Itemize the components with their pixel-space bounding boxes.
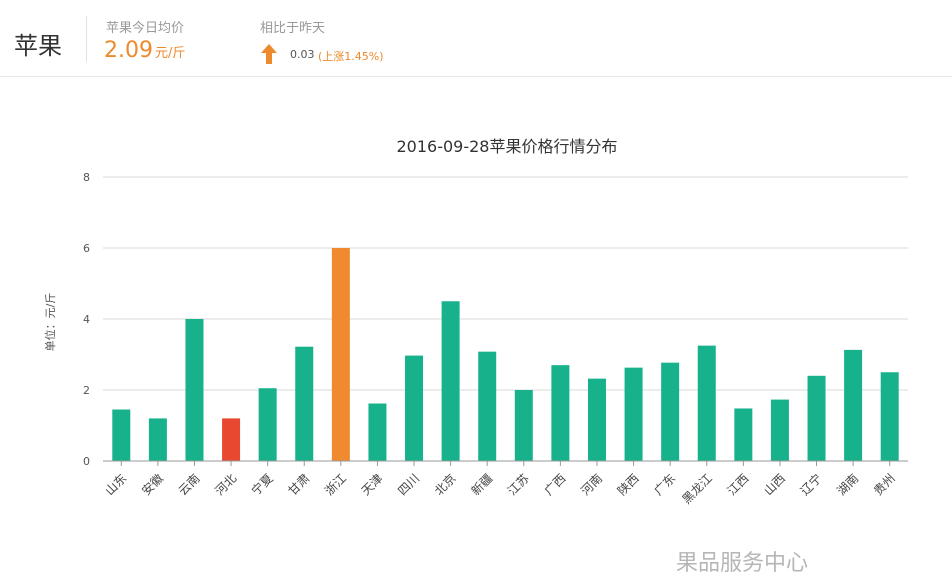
- summary-header: 苹果 苹果今日均价 2.09 元/斤 相比于昨天 0.03 (上涨1.45%): [0, 0, 952, 76]
- avg-price-unit: 元/斤: [154, 46, 186, 61]
- x-tick-label: 贵州: [871, 471, 898, 498]
- y-tick-label: 6: [83, 242, 90, 255]
- x-tick-label: 四川: [395, 471, 422, 498]
- avg-price-value: 2.09 元/斤: [104, 38, 185, 63]
- y-tick-label: 2: [83, 384, 90, 397]
- bar: [441, 301, 460, 461]
- x-tick-label: 山西: [761, 471, 788, 498]
- bar: [661, 362, 680, 461]
- x-tick-label: 河北: [212, 471, 239, 498]
- bar: [405, 355, 424, 461]
- bar-chart-svg: 0 2 4 6 8 山东 安徽 云南 河北 宁夏 甘肃 浙江 天津 四川 北京 新疆 江苏 广西 河南 陕西 广东 黑龙江…: [83, 171, 908, 507]
- x-tick-label: 黑龙江: [680, 471, 715, 506]
- bar: [734, 408, 753, 461]
- bar: [222, 418, 241, 461]
- x-tick-label: 湖南: [834, 471, 862, 499]
- bar: [587, 378, 606, 461]
- bar: [185, 319, 204, 461]
- bar: [148, 418, 167, 461]
- bar: [112, 409, 131, 461]
- arrow-up-icon: [261, 44, 277, 64]
- compare-label: 相比于昨天: [260, 21, 326, 36]
- bar: [807, 375, 826, 461]
- bar: [295, 346, 314, 461]
- x-tick-label: 山东: [103, 471, 130, 498]
- x-tick-label: 河南: [578, 471, 606, 499]
- y-tick-label: 4: [83, 313, 90, 326]
- bar: [844, 349, 863, 461]
- change-percent: (上涨1.45%): [318, 50, 384, 63]
- x-tick-label: 甘肃: [285, 471, 312, 498]
- avg-price-number: 2.09: [104, 38, 153, 63]
- bar: [368, 403, 387, 461]
- bar: [331, 248, 350, 461]
- x-tick-label: 浙江: [322, 471, 349, 498]
- fruit-name: 苹果: [14, 32, 62, 60]
- x-tick-label: 天津: [359, 471, 386, 498]
- y-tick-label: 0: [83, 455, 90, 468]
- bar: [478, 351, 497, 461]
- x-tick-label: 北京: [432, 471, 459, 498]
- watermark-text: 果品服务中心: [676, 551, 809, 576]
- bar: [697, 345, 716, 461]
- x-tick-label: 新疆: [468, 471, 496, 499]
- avg-price-label: 苹果今日均价: [106, 21, 185, 36]
- header-separator: [0, 76, 952, 77]
- x-tick-label: 陕西: [614, 471, 642, 499]
- x-tick-label: 江苏: [505, 471, 532, 498]
- header-divider: [86, 16, 87, 62]
- bar: [514, 390, 533, 461]
- price-chart: 2016-09-28苹果价格行情分布 0 2 4 6 8 山东 安徽 云南 河北 宁夏 甘肃 浙江 天津…: [0, 77, 952, 576]
- x-tick-label: 安徽: [138, 471, 166, 499]
- x-tick-label: 广东: [651, 471, 678, 498]
- bar: [551, 365, 570, 461]
- change-value: 0.03: [290, 48, 315, 61]
- bar: [880, 372, 899, 461]
- bar: [770, 399, 789, 461]
- x-tick-label: 辽宁: [797, 471, 825, 499]
- x-tick-label: 江西: [725, 471, 752, 498]
- bar: [624, 367, 643, 461]
- x-tick-label: 云南: [175, 471, 203, 499]
- x-tick-label: 广西: [542, 471, 569, 498]
- bar: [258, 388, 277, 461]
- y-tick-label: 8: [83, 171, 90, 184]
- chart-title: 2016-09-28苹果价格行情分布: [396, 137, 618, 156]
- y-axis-label: 单位：元/斤: [44, 292, 57, 352]
- x-tick-label: 宁夏: [248, 471, 276, 499]
